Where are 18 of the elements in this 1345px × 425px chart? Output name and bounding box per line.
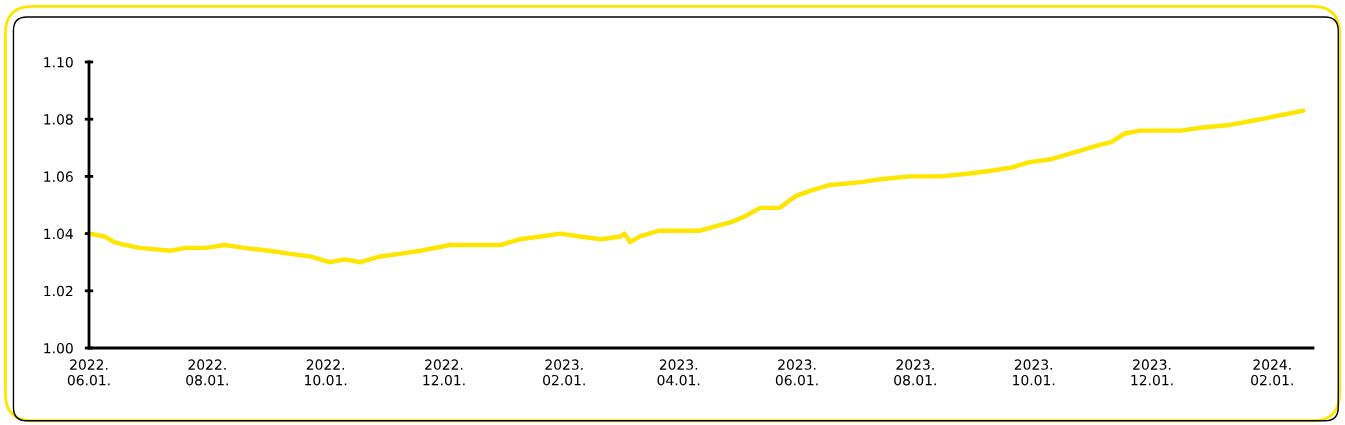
x-tick-label: 2023. 04.01.: [657, 359, 700, 386]
x-tick-label: 2023. 12.01.: [1131, 359, 1173, 386]
x-tick-label: 2023. 06.01.: [775, 359, 818, 386]
y-tick-label: 1.00: [44, 342, 73, 354]
x-tick-label: 2022. 08.01.: [186, 359, 228, 386]
x-tick-label: 2024. 02.01.: [1251, 359, 1293, 386]
y-tick-label: 1.08: [44, 114, 73, 125]
y-tick-label: 1.10: [44, 56, 73, 68]
y-tick-label: 1.04: [44, 228, 73, 240]
x-tick-label: 2023. 08.01.: [894, 359, 936, 386]
x-tick-label: 2023. 10.01.: [1013, 359, 1055, 386]
x-tick-label: 2022. 10.01.: [305, 359, 347, 386]
x-tick-label: 2023. 02.01.: [543, 359, 585, 386]
line-series: [89, 108, 1306, 265]
y-tick-label: 1.06: [44, 171, 73, 182]
y-tick-label: 1.02: [44, 285, 73, 297]
x-tick-label: 2022. 06.01.: [67, 359, 110, 386]
x-tick-label: 2022. 12.01.: [423, 359, 465, 386]
